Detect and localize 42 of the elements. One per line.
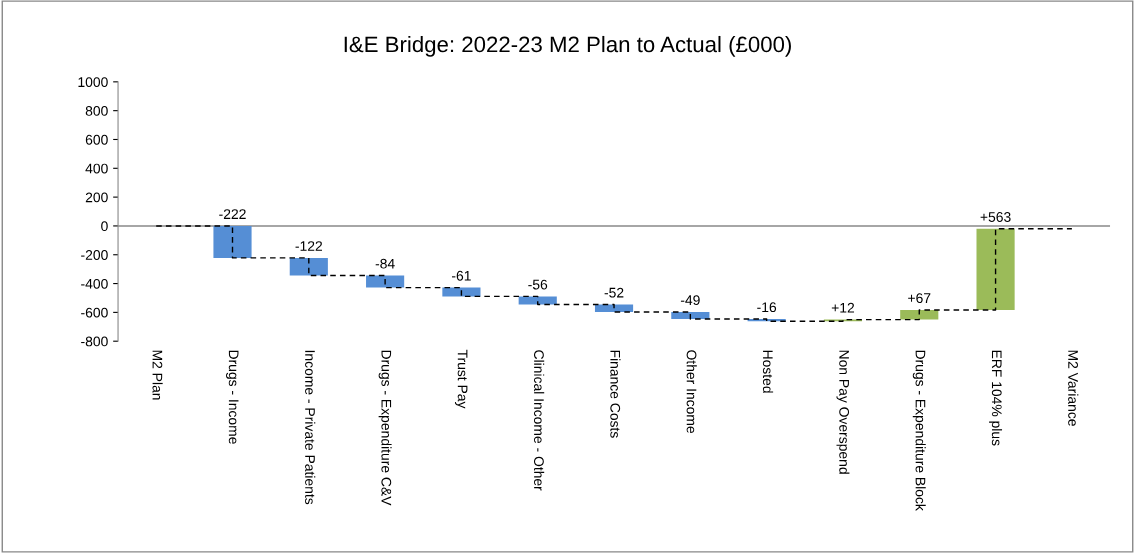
data-label: +67 xyxy=(908,293,931,304)
chart-title: I&E Bridge: 2022-23 M2 Plan to Actual (£000) xyxy=(344,35,791,57)
data-label: -222 xyxy=(219,209,246,219)
bar xyxy=(976,228,1015,310)
bar xyxy=(900,309,939,320)
data-label: -49 xyxy=(680,295,700,306)
y-tick-label: 200 xyxy=(85,192,108,203)
x-tick-label: Other Income xyxy=(686,350,697,434)
y-tick-label: -800 xyxy=(81,336,108,347)
bar xyxy=(594,304,634,312)
x-tick-label: Income - Private Patients xyxy=(305,350,316,505)
data-label: +563 xyxy=(980,212,1011,222)
y-tick-label: 400 xyxy=(85,163,108,174)
x-tick-label: Drugs - Expenditure C&V xyxy=(378,350,392,506)
data-label: -61 xyxy=(452,270,471,281)
data-label: +12 xyxy=(831,302,855,313)
x-tick-label: Drugs - Expenditure Block xyxy=(912,350,926,511)
y-tick-label: -600 xyxy=(81,307,108,318)
bar xyxy=(213,225,252,258)
x-tick-label: Finance Costs xyxy=(610,350,621,438)
x-tick-label: Non Pay Overspend xyxy=(836,350,850,474)
data-label: -56 xyxy=(528,279,548,290)
y-tick-label: 1000 xyxy=(78,77,108,88)
y-tick-label: -400 xyxy=(81,278,108,289)
data-label: -16 xyxy=(757,302,777,313)
y-tick-label: 600 xyxy=(85,134,108,145)
y-tick-label: 800 xyxy=(85,106,108,116)
bar xyxy=(518,296,557,305)
bar xyxy=(366,275,405,288)
x-tick-label: Trust Pay xyxy=(454,349,468,409)
x-tick-label: Drugs - Income xyxy=(226,350,239,444)
data-label: -84 xyxy=(375,258,395,269)
x-tick-label: M2 Plan xyxy=(152,350,163,400)
y-tick-label: -200 xyxy=(81,250,108,260)
bar xyxy=(289,257,328,276)
x-tick-label: ERF 104% plus xyxy=(989,350,1003,446)
x-tick-label: Clinical Income - Other xyxy=(534,350,545,491)
data-label: -52 xyxy=(604,287,624,298)
x-tick-label: M2 Variance xyxy=(1068,350,1079,426)
data-label: -122 xyxy=(295,241,323,251)
y-tick-label: 0 xyxy=(101,221,108,232)
x-tick-label: Hosted xyxy=(762,350,774,393)
